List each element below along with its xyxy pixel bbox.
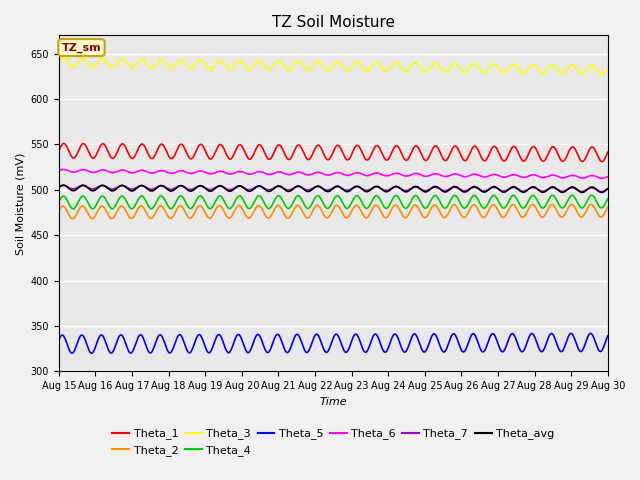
Theta_1 (569, 144, 577, 150)
Theta_4 (588, 192, 595, 198)
Theta_6 (569, 172, 577, 178)
Theta_5 (55, 337, 63, 343)
Theta_1 (452, 144, 460, 149)
Theta_5 (604, 333, 612, 339)
Theta_1 (60, 141, 68, 146)
Theta_4 (127, 206, 135, 212)
Theta_3 (598, 72, 605, 77)
Theta_2 (452, 203, 460, 209)
Theta_1 (598, 159, 605, 165)
Theta_5 (587, 330, 595, 336)
Theta_4 (339, 200, 347, 206)
Theta_6 (598, 176, 606, 181)
Theta_6 (260, 170, 268, 176)
Line: Theta_1: Theta_1 (59, 144, 608, 162)
Theta_7 (597, 189, 605, 194)
Theta_3 (260, 61, 268, 67)
Theta_5 (201, 343, 209, 349)
X-axis label: Time: Time (319, 397, 347, 407)
Theta_7 (339, 186, 347, 192)
Theta_2 (127, 216, 135, 221)
Theta_7 (604, 186, 612, 192)
Theta_7 (260, 185, 268, 191)
Theta_avg (55, 185, 63, 191)
Theta_avg (569, 184, 577, 190)
Title: TZ Soil Moisture: TZ Soil Moisture (272, 15, 395, 30)
Theta_3 (569, 62, 577, 68)
Theta_2 (260, 209, 268, 215)
Theta_3 (55, 59, 63, 65)
Theta_5 (127, 350, 135, 356)
Theta_4 (201, 199, 209, 204)
Theta_2 (55, 208, 63, 214)
Theta_6 (201, 169, 209, 175)
Theta_2 (587, 202, 595, 207)
Theta_4 (260, 198, 268, 204)
Line: Theta_4: Theta_4 (59, 195, 608, 209)
Theta_3 (127, 65, 135, 71)
Theta_avg (604, 186, 612, 192)
Theta_4 (452, 193, 460, 199)
Theta_1 (55, 148, 63, 154)
Theta_4 (604, 196, 612, 202)
Theta_4 (55, 199, 63, 204)
Text: TZ_sm: TZ_sm (61, 42, 101, 53)
Theta_1 (339, 150, 347, 156)
Line: Theta_5: Theta_5 (59, 333, 608, 353)
Theta_3 (60, 55, 67, 61)
Theta_avg (201, 185, 209, 191)
Theta_4 (569, 192, 577, 198)
Line: Theta_2: Theta_2 (59, 204, 608, 219)
Theta_5 (68, 350, 76, 356)
Theta_avg (260, 185, 268, 191)
Theta_7 (452, 185, 460, 191)
Line: Theta_7: Theta_7 (59, 185, 608, 192)
Line: Theta_6: Theta_6 (59, 169, 608, 179)
Theta_6 (127, 170, 135, 176)
Theta_6 (452, 171, 460, 177)
Line: Theta_avg: Theta_avg (59, 185, 608, 192)
Theta_4 (69, 206, 77, 212)
Theta_avg (60, 182, 67, 188)
Theta_6 (604, 174, 612, 180)
Theta_6 (60, 167, 67, 172)
Legend: Theta_1, Theta_2, Theta_3, Theta_4, Theta_5, Theta_6, Theta_7, Theta_avg: Theta_1, Theta_2, Theta_3, Theta_4, Thet… (108, 424, 559, 460)
Theta_2 (569, 202, 577, 208)
Theta_3 (339, 64, 347, 70)
Theta_6 (55, 168, 63, 174)
Theta_5 (452, 334, 460, 340)
Theta_avg (598, 190, 605, 195)
Theta_3 (452, 61, 460, 67)
Theta_6 (339, 171, 347, 177)
Theta_1 (604, 149, 612, 155)
Theta_3 (604, 65, 612, 71)
Theta_1 (260, 147, 268, 153)
Theta_1 (201, 147, 209, 153)
Theta_3 (201, 61, 209, 67)
Theta_7 (55, 184, 63, 190)
Theta_7 (201, 185, 209, 191)
Theta_7 (59, 182, 67, 188)
Theta_7 (127, 186, 135, 192)
Theta_5 (569, 332, 577, 337)
Theta_avg (127, 188, 135, 194)
Theta_7 (569, 185, 577, 191)
Theta_2 (339, 211, 347, 216)
Theta_avg (452, 184, 460, 190)
Theta_2 (604, 204, 612, 210)
Line: Theta_3: Theta_3 (59, 58, 608, 74)
Theta_1 (127, 155, 135, 161)
Theta_avg (339, 186, 347, 192)
Y-axis label: Soil Moisture (mV): Soil Moisture (mV) (15, 152, 25, 254)
Theta_2 (68, 216, 76, 222)
Theta_2 (201, 209, 209, 215)
Theta_5 (339, 345, 347, 351)
Theta_5 (260, 342, 268, 348)
